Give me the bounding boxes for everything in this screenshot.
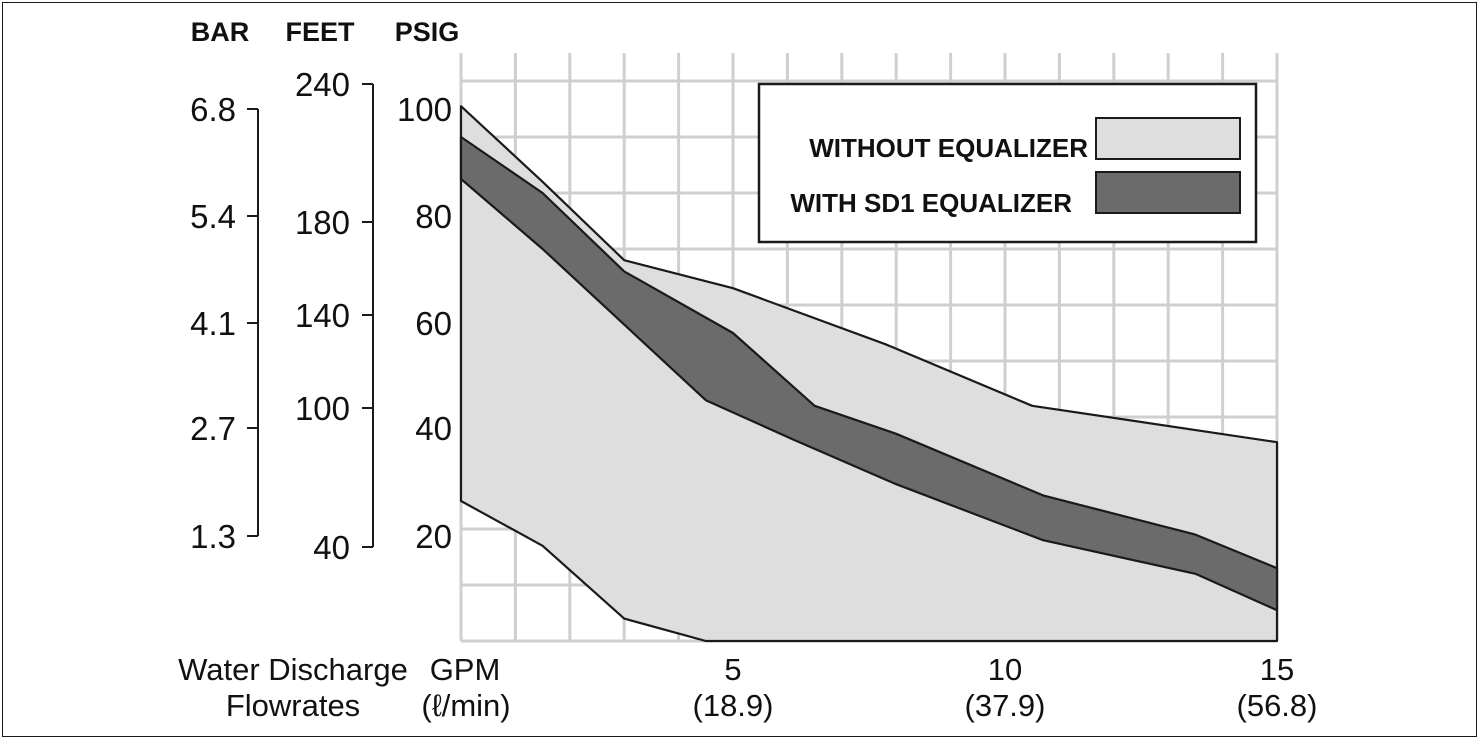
bar-tick-label: 5.4 xyxy=(190,198,236,235)
legend-label-without-equalizer: WITHOUT EQUALIZER xyxy=(809,133,1088,163)
bar-tick-label: 6.8 xyxy=(190,91,236,128)
psig-tick-label: 100 xyxy=(397,91,452,128)
feet-tick-label: 240 xyxy=(295,66,350,103)
x-tick-lpm: (56.8) xyxy=(1237,688,1318,723)
x-unit-lpm: (ℓ/min) xyxy=(421,688,510,723)
x-tick-gpm: 5 xyxy=(724,652,741,687)
psig-axis-label: PSIG xyxy=(395,17,460,47)
bar-axis-label: BAR xyxy=(191,17,250,47)
legend-label-with-sd1-equalizer: WITH SD1 EQUALIZER xyxy=(790,188,1072,218)
bar-tick-label: 1.3 xyxy=(190,518,236,555)
x-tick-lpm: (37.9) xyxy=(965,688,1046,723)
psig-tick-label: 40 xyxy=(415,410,452,447)
feet-tick-label: 140 xyxy=(295,297,350,334)
legend-swatch-with-sd1-equalizer xyxy=(1095,171,1241,214)
legend-swatch-without-equalizer xyxy=(1095,117,1241,160)
feet-axis-label: FEET xyxy=(285,17,355,47)
x-unit-gpm: GPM xyxy=(430,652,501,687)
area-with-sd1-equalizer xyxy=(459,135,1279,612)
feet-tick-label: 40 xyxy=(313,529,350,566)
legend: WITHOUT EQUALIZER WITH SD1 EQUALIZER xyxy=(757,82,1258,244)
psig-tick-label: 20 xyxy=(415,518,452,555)
x-tick-gpm: 10 xyxy=(988,652,1022,687)
x-tick-gpm: 15 xyxy=(1260,652,1294,687)
feet-tick-label: 180 xyxy=(295,204,350,241)
pressure-axes: BAR 6.8 5.4 4.1 2.7 1.3 FEET 240 180 140 100 40 PSIG… xyxy=(190,17,459,566)
psig-tick-label: 60 xyxy=(415,305,452,342)
feet-tick-label: 100 xyxy=(295,390,350,427)
x-axis-title-line2: Flowrates xyxy=(226,688,360,723)
bar-tick-label: 2.7 xyxy=(190,410,236,447)
series-areas xyxy=(459,105,1279,643)
bar-tick-label: 4.1 xyxy=(190,305,236,342)
psig-tick-label: 80 xyxy=(415,198,452,235)
x-tick-lpm: (18.9) xyxy=(693,688,774,723)
x-axis-title-line1: Water Discharge xyxy=(178,652,408,687)
legend-box xyxy=(757,82,1258,244)
